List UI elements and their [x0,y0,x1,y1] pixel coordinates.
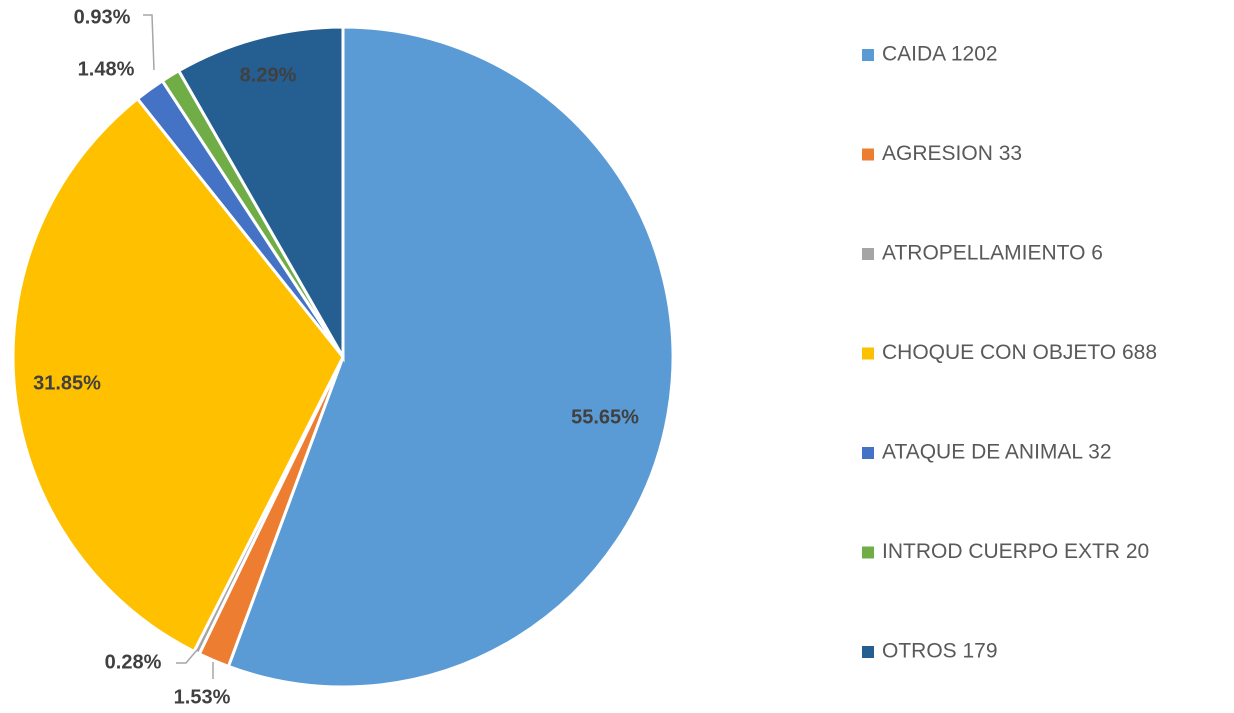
data-label: 55.65% [571,406,639,428]
legend-swatch [862,148,874,161]
data-label: 31.85% [33,372,101,394]
pie-slice [176,25,345,363]
data-label: 1.48% [78,58,135,80]
data-label: 0.93% [74,6,131,28]
legend-label: INTROD CUERPO EXTR 20 [882,540,1149,563]
pie-slice [226,25,675,689]
data-label: 8.29% [240,64,297,86]
legend-label: CAIDA 1202 [882,43,998,66]
data-label: 1.53% [174,686,231,708]
leader-line [143,14,155,71]
legend-swatch [862,248,874,260]
data-label: 0.28% [105,651,162,673]
legend-label: AGRESION 33 [882,142,1022,165]
leader-line [176,649,198,664]
legend-swatch [862,546,874,559]
pie-slice [11,96,345,654]
legend-swatch [862,646,874,658]
legend-label: ATROPELLAMIENTO 6 [882,242,1103,265]
legend-swatch [862,447,874,459]
legend-swatch [862,347,874,360]
legend-label: ATAQUE DE ANIMAL 32 [882,441,1112,464]
legend-swatch [862,49,874,61]
legend-label: OTROS 179 [882,640,998,663]
legend-label: CHOQUE CON OBJETO 688 [882,341,1157,364]
